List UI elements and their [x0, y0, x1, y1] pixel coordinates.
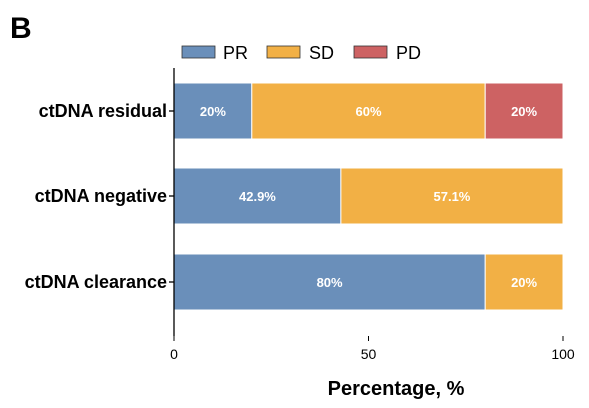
legend-label-pd: PD: [396, 43, 421, 63]
bar-ctdna-negative-sd: [340, 167, 564, 225]
data-label-ctdna-clearance-sd: 20%: [511, 275, 537, 290]
bars: 20% 60% 20% 42.9% 57.1% 80% 20%: [173, 82, 564, 311]
legend-label-pr: PR: [223, 43, 248, 63]
bar-ctdna-negative-pr: [173, 167, 342, 225]
panel-label: B: [10, 12, 32, 45]
data-label-ctdna-negative-sd: 57.1%: [434, 189, 471, 204]
x-tick-label-0: 0: [170, 346, 178, 362]
category-label-ctdna-negative: ctDNA negative: [35, 186, 167, 206]
x-tick-label-50: 50: [361, 346, 377, 362]
legend: PR SD PD: [181, 43, 421, 63]
data-label-ctdna-residual-sd: 60%: [355, 104, 381, 119]
bar-ctdna-residual-pr: [173, 82, 253, 140]
axes: ctDNA residual ctDNA negative ctDNA cleara…: [25, 68, 575, 362]
bar-ctdna-residual-pd: [484, 82, 564, 140]
x-axis-title: Percentage, %: [328, 378, 465, 400]
category-label-ctdna-clearance: ctDNA clearance: [25, 272, 167, 292]
legend-swatch-pr: [181, 45, 216, 59]
legend-swatch-sd: [266, 45, 301, 59]
bar-ctdna-clearance-sd: [484, 253, 564, 311]
legend-label-sd: SD: [309, 43, 334, 63]
bar-ctdna-residual-sd: [251, 82, 486, 140]
data-label-ctdna-residual-pr: 20%: [200, 104, 226, 119]
x-tick-label-100: 100: [551, 346, 575, 362]
category-label-ctdna-residual: ctDNA residual: [39, 101, 167, 121]
legend-swatch-pd: [353, 45, 388, 59]
data-label-ctdna-negative-pr: 42.9%: [239, 189, 276, 204]
data-label-ctdna-residual-pd: 20%: [511, 104, 537, 119]
bar-ctdna-clearance-pr: [173, 253, 486, 311]
data-label-ctdna-clearance-pr: 80%: [317, 275, 343, 290]
